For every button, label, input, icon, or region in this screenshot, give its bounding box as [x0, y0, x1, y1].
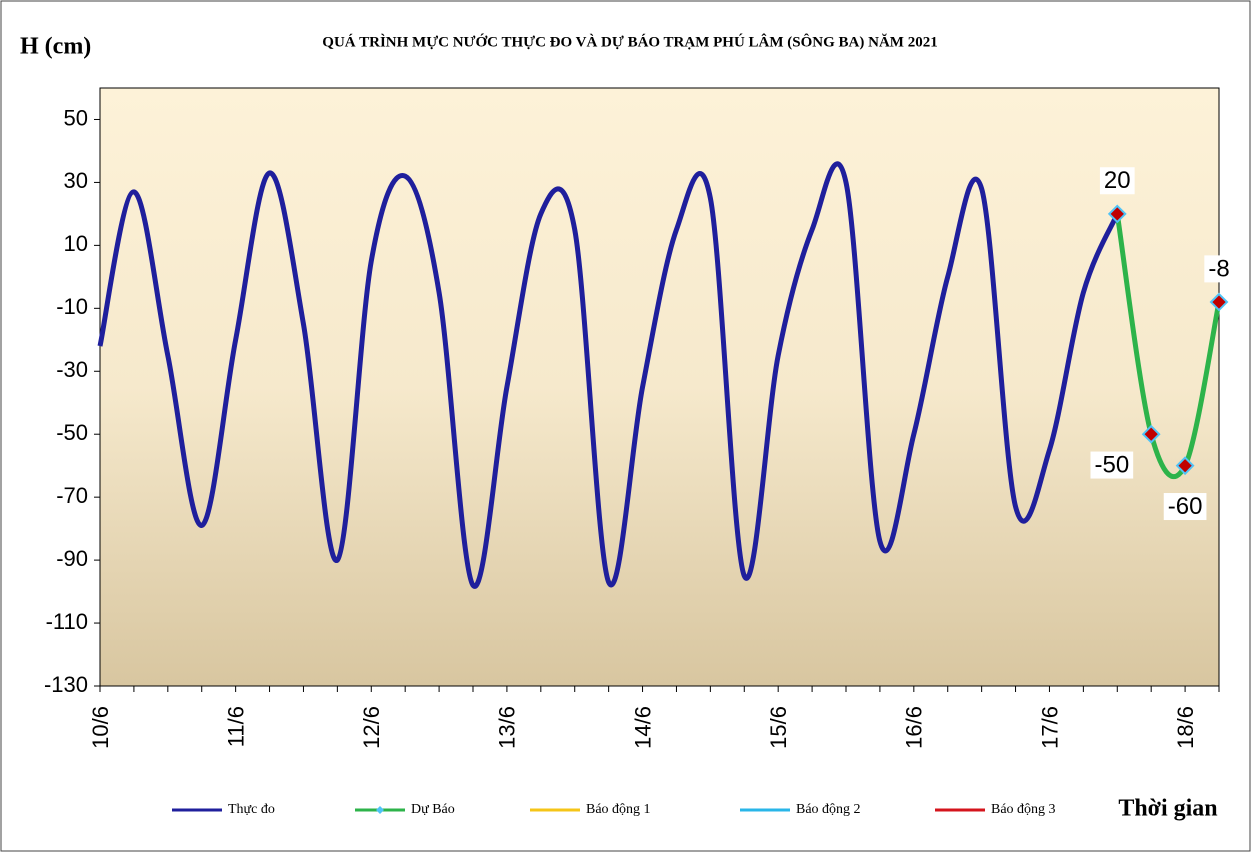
data-label: -60 [1168, 493, 1203, 520]
x-tick-label: 14/6 [630, 706, 655, 749]
legend-label: Thực đo [228, 802, 275, 817]
x-tick-label: 11/6 [223, 706, 248, 747]
x-tick-label: 12/6 [359, 706, 384, 749]
y-tick-label: -110 [46, 609, 88, 634]
x-tick-label: 18/6 [1173, 706, 1198, 749]
y-tick-label: 10 [64, 231, 88, 256]
x-tick-label: 16/6 [902, 706, 927, 749]
y-tick-label: 50 [64, 105, 88, 130]
data-label-bg [1090, 451, 1134, 479]
y-tick-label: -30 [56, 357, 88, 382]
chart-title: QUÁ TRÌNH MỰC NƯỚC THỰC ĐO VÀ DỰ BÁO TRẠ… [322, 33, 937, 50]
x-tick-label: 15/6 [766, 706, 791, 749]
x-axis-label: Thời gian [1118, 796, 1217, 822]
y-tick-label: -130 [44, 672, 88, 697]
series-line [97, 161, 1120, 589]
data-point [1107, 204, 1127, 224]
data-point [1209, 292, 1229, 312]
plot-area [99, 87, 1220, 687]
x-tick-label: 13/6 [495, 706, 520, 749]
legend-label: Dự Báo [411, 802, 455, 817]
data-label: -8 [1208, 255, 1229, 282]
legend-label: Báo động 3 [991, 802, 1056, 817]
y-tick-label: -90 [56, 546, 88, 571]
data-label: -50 [1094, 452, 1129, 479]
series-line [1114, 213, 1222, 480]
y-tick-label: -50 [56, 420, 88, 445]
x-tick-label: 10/6 [88, 706, 113, 749]
y-axis-label: H (cm) [20, 34, 91, 60]
y-tick-label: -10 [56, 294, 88, 319]
y-tick-label: -70 [56, 483, 88, 508]
data-label-bg [1204, 255, 1234, 283]
y-tick-label: 30 [64, 168, 88, 193]
data-label-bg [1099, 167, 1135, 195]
data-point [1141, 424, 1161, 444]
x-tick-label: 17/6 [1037, 706, 1062, 749]
legend-label: Báo động 2 [796, 802, 861, 817]
data-label-bg [1163, 493, 1207, 521]
data-label: 20 [1104, 167, 1131, 194]
legend-marker [376, 806, 384, 814]
legend-label: Báo động 1 [586, 802, 651, 817]
data-point [1175, 456, 1195, 476]
